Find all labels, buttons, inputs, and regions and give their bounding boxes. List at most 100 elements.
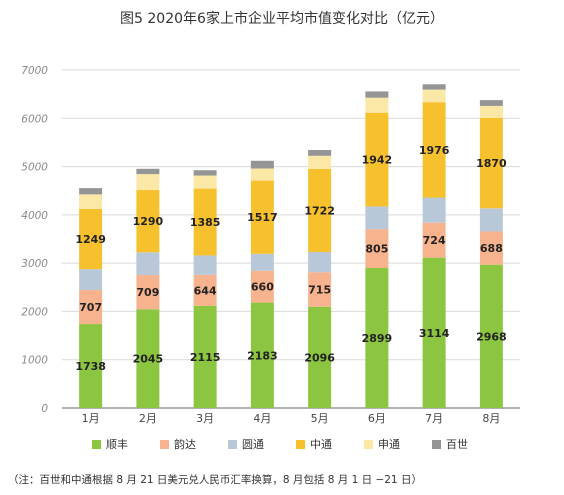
data-label: 660 <box>251 281 274 294</box>
data-label: 2115 <box>190 351 221 364</box>
bar-segment <box>250 270 274 303</box>
footnote: （注：百世和中通根据 8 月 21 日美元兑人民币汇率换算，8 月包括 8 月 … <box>8 474 422 486</box>
data-label: 709 <box>136 286 159 299</box>
bar-segment <box>136 174 160 191</box>
bar-segment <box>136 190 160 253</box>
legend-label: 中通 <box>310 438 332 451</box>
bar-segment <box>79 269 103 290</box>
data-label: 1249 <box>75 233 106 246</box>
data-label: 1976 <box>419 144 450 157</box>
bar-segment <box>365 229 389 269</box>
bar-segment <box>479 231 503 265</box>
bar-segment <box>136 309 160 408</box>
bar-segment <box>136 252 160 276</box>
bar-segment <box>365 97 389 113</box>
y-tick-label: 0 <box>41 403 48 415</box>
x-tick-label: 2月 <box>139 412 157 425</box>
bar-segment <box>479 264 503 408</box>
bar-segment <box>79 194 103 209</box>
data-label: 2183 <box>247 349 278 362</box>
x-tick-label: 7月 <box>425 412 443 425</box>
bar-segment <box>479 105 503 118</box>
x-tick-label: 1月 <box>82 412 100 425</box>
data-label: 1290 <box>133 215 164 228</box>
bar-segment <box>365 112 389 207</box>
bar-segment <box>365 268 389 408</box>
data-label: 644 <box>194 284 217 297</box>
bar-segment <box>308 168 332 252</box>
data-label: 724 <box>423 234 446 247</box>
legend-label: 圆通 <box>242 438 264 451</box>
y-tick-label: 6000 <box>21 113 48 125</box>
data-label: 1385 <box>190 216 221 229</box>
chart-title: 图5 2020年6家上市企业平均市值变化对比（亿元） <box>120 11 444 27</box>
data-label: 1738 <box>75 360 106 373</box>
legend-swatch <box>364 440 373 449</box>
y-tick-label: 3000 <box>21 258 48 270</box>
bar-segment <box>250 160 274 169</box>
bar-segment <box>479 100 503 106</box>
y-tick-label: 1000 <box>21 355 48 367</box>
bar-segment <box>422 102 446 198</box>
y-tick-label: 5000 <box>21 162 48 174</box>
data-label: 2045 <box>133 353 164 366</box>
legend-swatch <box>432 440 441 449</box>
data-label: 2899 <box>362 332 393 345</box>
y-tick-label: 7000 <box>21 65 48 77</box>
data-label: 805 <box>365 243 388 256</box>
bar-segment <box>250 168 274 181</box>
bar-segment <box>422 222 446 258</box>
bar-segment <box>193 305 217 408</box>
x-tick-label: 5月 <box>311 412 329 425</box>
bar-segment <box>79 188 103 195</box>
data-label: 707 <box>79 301 102 314</box>
x-tick-label: 6月 <box>368 412 386 425</box>
data-label: 3114 <box>419 327 450 340</box>
bar-segment <box>250 302 274 408</box>
bar-segment <box>422 89 446 103</box>
data-label: 2968 <box>476 330 507 343</box>
bar-segment <box>479 117 503 209</box>
legend-label: 顺丰 <box>106 438 128 451</box>
legend-label: 百世 <box>446 438 468 451</box>
legend-swatch <box>296 440 305 449</box>
data-label: 1517 <box>247 211 278 224</box>
bar-segment <box>79 289 103 325</box>
legend-swatch <box>92 440 101 449</box>
bar-segment <box>308 251 332 273</box>
bar-segment <box>193 188 217 256</box>
legend-swatch <box>160 440 169 449</box>
bar-segment <box>136 168 160 175</box>
bar-segment <box>250 180 274 254</box>
bar-segment <box>365 206 389 230</box>
legend-label: 韵达 <box>174 437 196 451</box>
bar-segment <box>193 170 217 176</box>
bar-segment <box>193 175 217 189</box>
data-label: 1870 <box>476 157 507 170</box>
bar-segment <box>79 324 103 408</box>
bar-segment <box>365 91 389 98</box>
bar-segment <box>250 253 274 271</box>
bar-segment <box>422 84 446 90</box>
data-label: 688 <box>480 242 503 255</box>
x-tick-label: 8月 <box>482 412 500 425</box>
bar-segment <box>193 274 217 306</box>
bar-segment <box>308 272 332 307</box>
x-tick-label: 3月 <box>196 412 214 425</box>
y-tick-label: 4000 <box>21 210 48 222</box>
bar-segment <box>308 306 332 408</box>
data-label: 715 <box>308 284 331 297</box>
bar-segment <box>136 275 160 310</box>
data-label: 2096 <box>304 351 335 364</box>
bar-segment <box>193 255 217 275</box>
bar-segment <box>422 257 446 408</box>
y-tick-label: 2000 <box>21 306 48 318</box>
legend-label: 申通 <box>378 438 400 451</box>
x-tick-label: 4月 <box>253 412 271 425</box>
bar-segment <box>308 155 332 169</box>
bar-segment <box>308 150 332 156</box>
legend-swatch <box>228 440 237 449</box>
bar-segment <box>422 197 446 223</box>
bar-segment <box>479 208 503 232</box>
